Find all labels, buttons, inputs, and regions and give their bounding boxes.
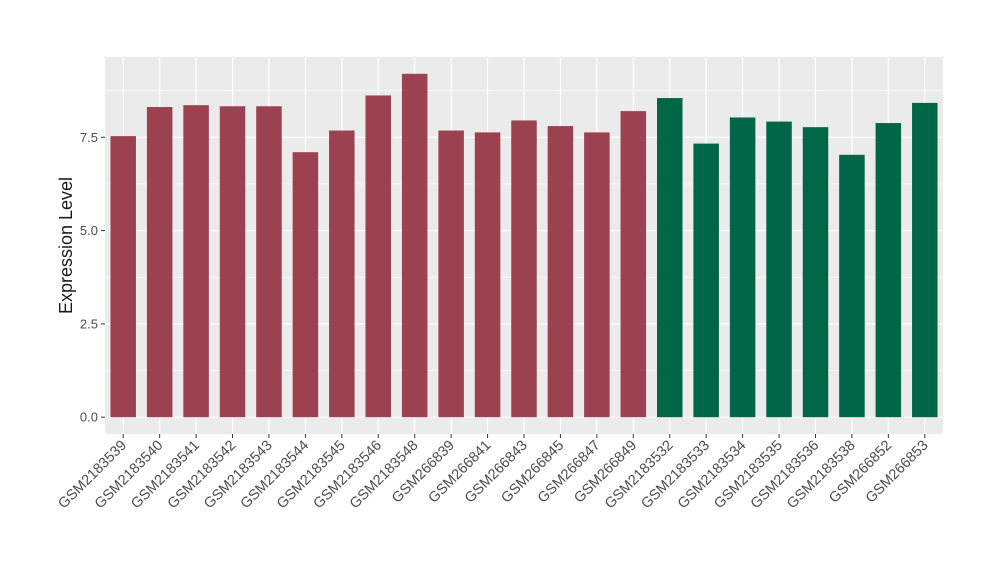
bar-GSM2183543	[256, 106, 282, 418]
bar-GSM2183542	[219, 106, 246, 418]
bar-GSM2183539	[110, 136, 136, 418]
bar-GSM2183538	[839, 154, 865, 418]
y-tick-label: 7.5	[80, 130, 98, 145]
bar-GSM2183534	[729, 117, 756, 418]
y-axis: 0.0 2.5 5.0 7.5	[80, 130, 105, 425]
bar-GSM266841	[474, 132, 501, 418]
bar-GSM2183536	[802, 127, 829, 418]
y-axis-label: Expression Level	[56, 177, 76, 314]
bar-GSM266845	[547, 126, 574, 418]
bar-GSM2183545	[329, 130, 355, 418]
bar-GSM266839	[438, 130, 464, 418]
bar-GSM266843	[511, 120, 537, 418]
y-tick-label: 0.0	[80, 410, 98, 425]
bar-GSM266852	[875, 123, 902, 418]
bar-GSM2183546	[365, 95, 392, 418]
bar-GSM2183544	[292, 152, 319, 418]
x-axis: GSM2183539GSM2183540GSM2183541GSM2183542…	[55, 434, 932, 512]
bars	[110, 73, 938, 418]
bar-GSM266849	[620, 111, 647, 418]
bar-GSM2183541	[183, 105, 209, 418]
bar-GSM2183535	[766, 121, 792, 418]
y-tick-label: 2.5	[80, 316, 98, 331]
bar-GSM2183532	[656, 98, 683, 418]
bar-GSM266853	[912, 102, 938, 418]
bar-GSM2183533	[693, 143, 719, 418]
bar-GSM2183540	[146, 107, 173, 418]
bar-GSM2183548	[401, 73, 428, 418]
y-tick-label: 5.0	[80, 223, 98, 238]
bar-GSM266847	[584, 132, 610, 418]
